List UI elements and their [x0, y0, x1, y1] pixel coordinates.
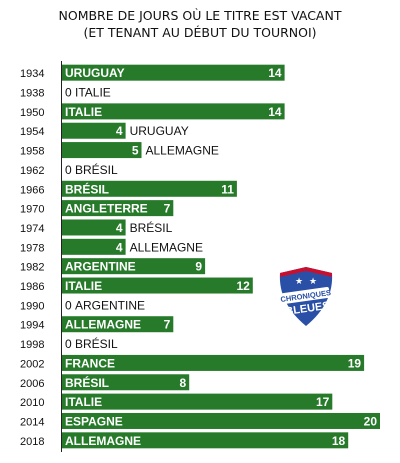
bar — [62, 103, 285, 120]
value-label: 9 — [195, 260, 202, 274]
year-label: 1966 — [20, 184, 44, 196]
value-label: 4 — [116, 240, 123, 254]
team-label: ALLEMAGNE — [65, 434, 141, 448]
team-label: ITALIE — [65, 395, 102, 409]
team-label: ALLEMAGNE — [65, 318, 141, 332]
value-label: 5 — [132, 144, 139, 158]
value-label: 7 — [164, 202, 171, 216]
team-label: BRÉSIL — [130, 220, 173, 235]
chroniques-bleues-logo: ★ ★ CHRONIQUES BLEUES — [273, 262, 339, 332]
team-label: BRÉSIL — [65, 375, 109, 390]
bar — [62, 374, 190, 391]
year-label: 2006 — [20, 378, 44, 390]
bar — [62, 412, 380, 429]
svg-text:★: ★ — [309, 277, 317, 287]
value-label: 12 — [236, 279, 250, 293]
year-label: 2010 — [20, 397, 44, 409]
bar — [62, 219, 126, 236]
team-label: BRÉSIL — [75, 162, 118, 177]
team-label: ITALIE — [65, 105, 102, 119]
chart-title: NOMBRE DE JOURS OÙ LE TITRE EST VACANT — [58, 8, 342, 23]
value-label: 20 — [364, 414, 378, 428]
year-label: 1986 — [20, 281, 44, 293]
bar — [62, 393, 333, 410]
bar — [62, 180, 237, 197]
value-label: 8 — [180, 376, 187, 390]
team-label: ARGENTINE — [75, 298, 145, 312]
team-label: BRÉSIL — [65, 181, 109, 196]
team-label: ITALIE — [65, 279, 102, 293]
team-label: ARGENTINE — [65, 260, 136, 274]
bar — [62, 258, 206, 275]
value-label: 11 — [221, 182, 234, 196]
year-label: 1994 — [20, 320, 44, 332]
year-label: 1970 — [20, 204, 44, 216]
year-label: 1974 — [20, 223, 44, 235]
year-label: 2014 — [20, 416, 44, 428]
year-label: 2002 — [20, 358, 44, 370]
year-label: 1958 — [20, 146, 44, 158]
bar — [62, 64, 285, 81]
bar — [62, 316, 174, 333]
team-label: URUGUAY — [130, 124, 189, 138]
value-label: 0 — [65, 163, 72, 177]
value-label: 19 — [348, 356, 362, 370]
value-label: 4 — [116, 221, 123, 235]
value-label: 4 — [116, 124, 123, 138]
bar — [62, 142, 142, 159]
value-label: 17 — [316, 395, 330, 409]
team-label: FRANCE — [65, 356, 115, 370]
bar — [62, 122, 126, 139]
value-label: 7 — [164, 318, 171, 332]
team-label: ANGLETERRE — [65, 202, 148, 216]
year-label: 1934 — [20, 68, 44, 80]
chart-subtitle: (ET TENANT AU DÉBUT DU TOURNOI) — [83, 25, 317, 40]
team-label: ALLEMAGNE — [130, 240, 203, 254]
bar — [62, 277, 253, 294]
value-label: 0 — [65, 86, 72, 100]
year-label: 2018 — [20, 436, 44, 448]
year-label: 1938 — [20, 88, 44, 100]
team-label: BRÉSIL — [75, 336, 118, 351]
bar — [62, 432, 349, 449]
value-label: 18 — [332, 434, 346, 448]
bar — [62, 354, 365, 371]
value-label: 0 — [65, 298, 72, 312]
year-label: 1962 — [20, 165, 44, 177]
value-label: 0 — [65, 337, 72, 351]
team-label: ESPAGNE — [65, 414, 123, 428]
value-label: 14 — [268, 66, 282, 80]
bar — [62, 238, 126, 255]
year-label: 1954 — [20, 126, 44, 138]
year-label: 1982 — [20, 262, 44, 274]
year-label: 1998 — [20, 339, 44, 351]
team-label: ALLEMAGNE — [146, 144, 219, 158]
team-label: ITALIE — [75, 86, 111, 100]
team-label: URUGUAY — [65, 66, 125, 80]
year-label: 1990 — [20, 300, 44, 312]
bar — [62, 200, 174, 217]
year-label: 1950 — [20, 107, 44, 119]
svg-text:★: ★ — [295, 277, 303, 287]
value-label: 14 — [268, 105, 282, 119]
year-label: 1978 — [20, 242, 44, 254]
